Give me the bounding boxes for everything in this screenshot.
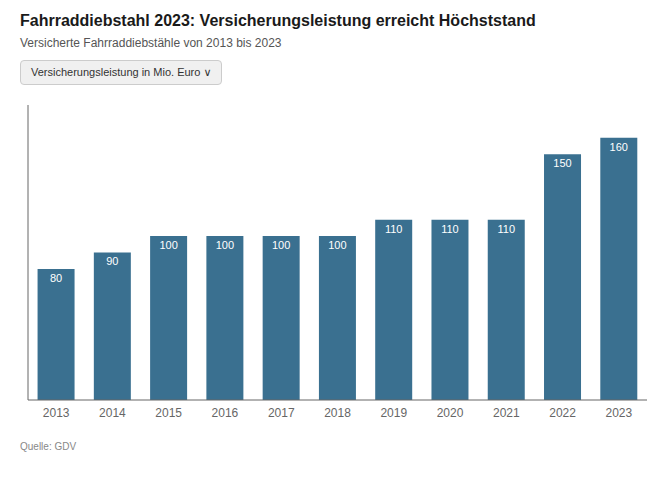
html-text:Versicherte Fahrraddiebstähle: Versicherte Fahrraddiebstähle von 2013 b… [20, 36, 282, 50]
svg-text:100: 100 [159, 239, 177, 251]
svg-text:110: 110 [497, 223, 515, 235]
svg-text:2016: 2016 [212, 406, 239, 420]
svg-text:2018: 2018 [324, 406, 351, 420]
svg-text:2015: 2015 [155, 406, 182, 420]
svg-text:110: 110 [441, 223, 459, 235]
svg-text:2021: 2021 [493, 406, 520, 420]
svg-text:2019: 2019 [380, 406, 407, 420]
svg-text:100: 100 [272, 239, 290, 251]
svg-text:160: 160 [610, 141, 628, 153]
svg-text:80: 80 [50, 272, 62, 284]
svg-text:90: 90 [106, 255, 118, 267]
svg-text:100: 100 [216, 239, 234, 251]
svg-text:110: 110 [385, 223, 403, 235]
svg-text:2020: 2020 [437, 406, 464, 420]
svg-text:2022: 2022 [549, 406, 576, 420]
html-text:Versicherungsleistung in Mio.: Versicherungsleistung in Mio. Euro ∨ [31, 66, 212, 78]
svg-text:2017: 2017 [268, 406, 295, 420]
svg-text:2014: 2014 [99, 406, 126, 420]
html-text:Fahrraddiebstahl 2023: Versich: Fahrraddiebstahl 2023: Versicherungsleis… [20, 12, 536, 29]
svg-text:150: 150 [553, 157, 571, 169]
svg-text:2013: 2013 [43, 406, 70, 420]
svg-text:2023: 2023 [606, 406, 633, 420]
svg-text:100: 100 [328, 239, 346, 251]
html-text:Quelle: GDV: Quelle: GDV [20, 441, 77, 452]
